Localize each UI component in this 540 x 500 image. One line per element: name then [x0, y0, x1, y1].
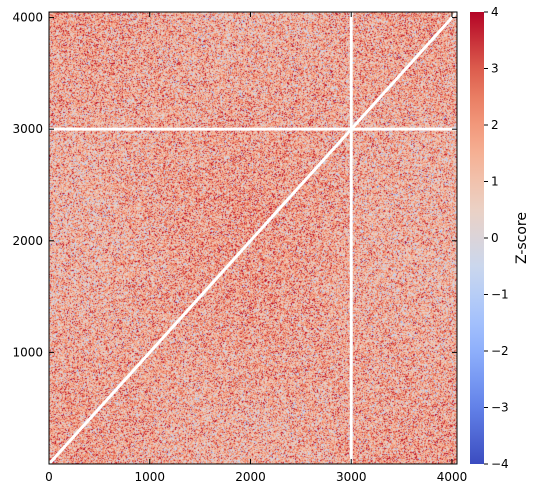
x-tick-label: 0 [45, 470, 53, 484]
colorbar-tick-label: 0 [491, 231, 499, 245]
colorbar-label: Z-score [514, 212, 530, 264]
x-tick-label: 4000 [437, 470, 468, 484]
x-tick-label: 2000 [235, 470, 266, 484]
colorbar-tick-label: −2 [491, 344, 509, 358]
x-tick-label: 3000 [336, 470, 367, 484]
colorbar-tick-label: −3 [491, 401, 509, 415]
y-axis: 1000 2000 3000 4000 [12, 11, 457, 359]
colorbar-ticks: −4 −3 −2 −1 0 1 2 3 4 [484, 5, 509, 471]
blank-diagonal-line [47, 10, 459, 466]
colorbar: −4 −3 −2 −1 0 1 2 3 4 Z-score [470, 5, 530, 471]
x-tick-label: 1000 [134, 470, 165, 484]
y-tick-label: 1000 [12, 345, 43, 359]
colorbar-tick-label: 2 [491, 118, 499, 132]
y-tick-label: 4000 [12, 11, 43, 25]
colorbar-tick-label: 4 [491, 5, 499, 19]
y-tick-label: 3000 [12, 122, 43, 136]
colorbar-tick-label: −1 [491, 288, 509, 302]
colorbar-tick-label: −4 [491, 457, 509, 471]
y-tick-label: 2000 [12, 234, 43, 248]
colorbar-gradient [470, 12, 484, 464]
blank-lines [47, 10, 459, 466]
colorbar-tick-label: 3 [491, 62, 499, 76]
x-axis: 0 1000 2000 3000 4000 [45, 12, 467, 484]
plot-frame [48, 11, 458, 465]
colorbar-tick-label: 1 [491, 175, 499, 189]
